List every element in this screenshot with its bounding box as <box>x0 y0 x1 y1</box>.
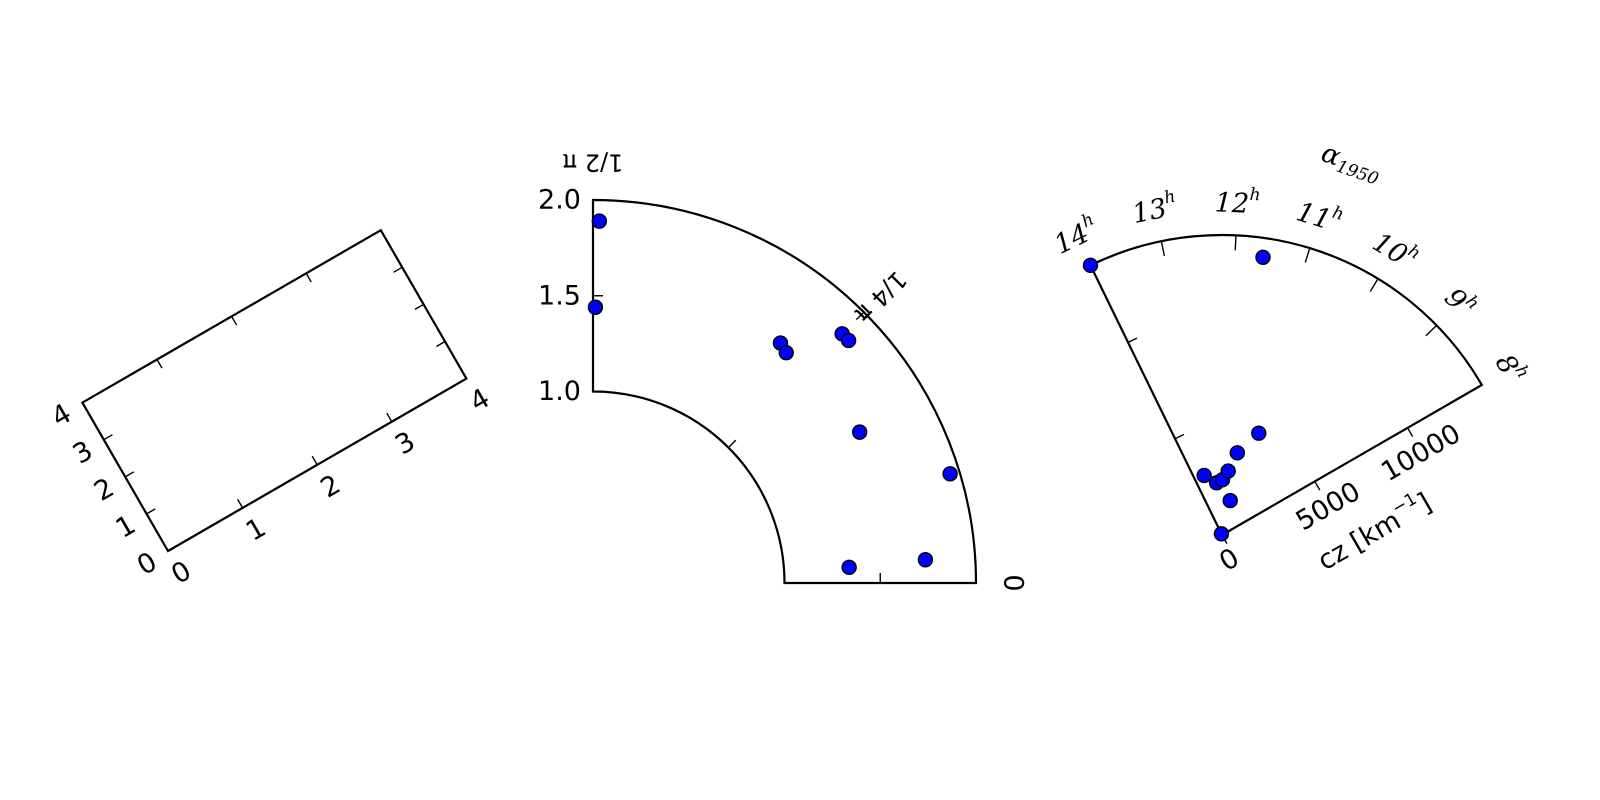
cz-tick-left <box>1127 337 1138 344</box>
y-tick-left <box>82 396 92 404</box>
theta-label-half-pi: 1/2 π <box>563 149 624 177</box>
y-tick-left <box>103 434 113 441</box>
y-tick-right <box>457 377 467 385</box>
theta-tick-outer <box>855 311 865 321</box>
rect-frame <box>80 228 468 553</box>
x-tick-bottom <box>460 369 468 379</box>
theta-label-quarter-pi: 1/4 π <box>849 265 912 328</box>
data-point <box>942 466 958 482</box>
y-tick-left <box>167 545 178 552</box>
x-tick-top <box>230 316 238 326</box>
ra-tick <box>1304 247 1311 263</box>
y-tick-label: 2 <box>89 472 119 507</box>
ra-tick <box>1234 235 1237 251</box>
x-tick-bottom <box>311 455 318 466</box>
y-tick-right <box>414 303 424 311</box>
theta-label-0: 0 <box>998 574 1029 591</box>
ra-tick-label: 8h <box>1489 347 1533 389</box>
x-tick-top <box>81 402 89 412</box>
cz-tick-bottom <box>1406 427 1414 437</box>
cz-tick-label: 0 <box>1214 542 1244 577</box>
y-tick-left <box>146 508 156 515</box>
y-tick-label: 4 <box>46 398 76 433</box>
y-tick-right <box>393 266 403 273</box>
cz-tick-bottom <box>1314 481 1321 491</box>
data-point <box>587 299 604 315</box>
ra-tick-label: 13h <box>1129 186 1180 229</box>
data-point <box>840 332 857 349</box>
data-point <box>1251 425 1267 441</box>
ra-tick-label: 12h <box>1214 183 1261 220</box>
data-point <box>591 213 608 229</box>
data-point <box>1213 526 1230 542</box>
data-point <box>851 424 868 440</box>
x-tick-label: 3 <box>390 426 420 461</box>
ra-tick <box>1425 324 1438 337</box>
ra-tick-label: 11h <box>1293 192 1347 239</box>
data-point <box>1222 492 1238 509</box>
ra-axis-title: α1950 <box>1317 137 1386 189</box>
polar-sector-axes: 1.0 1.5 2.0 0 1/4 π 1/2 π <box>538 149 1028 592</box>
y-tick-label: 0 <box>132 546 162 581</box>
data-point <box>778 344 794 361</box>
ra-tick-label: 10h <box>1367 223 1424 276</box>
x-tick-label: 4 <box>465 383 495 418</box>
ra-tick <box>1468 384 1483 394</box>
y-tick-label: 1 <box>111 509 141 544</box>
ra-tick-label: 14h <box>1048 209 1104 260</box>
theta-tick-inner <box>727 439 737 449</box>
x-tick-top <box>305 272 312 283</box>
ra-cz-frame <box>1089 233 1484 537</box>
data-point <box>1255 249 1271 265</box>
data-point <box>1082 257 1099 274</box>
cz-tick-label: 10000 <box>1376 418 1466 488</box>
x-tick-bottom <box>236 498 244 509</box>
ra-tick <box>1369 278 1379 292</box>
x-tick-label: 0 <box>166 555 196 590</box>
data-point <box>1196 467 1212 484</box>
x-tick-bottom <box>386 412 393 423</box>
y-tick-right <box>371 229 382 236</box>
data-point <box>917 552 934 568</box>
r-tick-label: 1.5 <box>538 280 581 311</box>
r-tick-label: 2.0 <box>538 185 581 216</box>
x-tick-top <box>380 229 387 240</box>
x-tick-label: 1 <box>241 512 271 547</box>
x-tick-top <box>156 359 163 369</box>
x-tick-label: 2 <box>315 469 345 504</box>
ra-tick-label: 9h <box>1439 279 1484 324</box>
y-tick-right <box>435 340 446 348</box>
r-tick-label: 1.0 <box>538 376 581 407</box>
y-tick-label: 3 <box>68 435 98 470</box>
ra-tick <box>1160 241 1166 257</box>
data-point <box>1220 463 1236 479</box>
x-tick-bottom <box>162 541 169 552</box>
data-point <box>841 559 857 576</box>
cz-tick-left <box>1174 433 1185 440</box>
y-tick-left <box>124 471 135 478</box>
data-point <box>1229 445 1246 461</box>
sector-frame <box>591 198 978 585</box>
